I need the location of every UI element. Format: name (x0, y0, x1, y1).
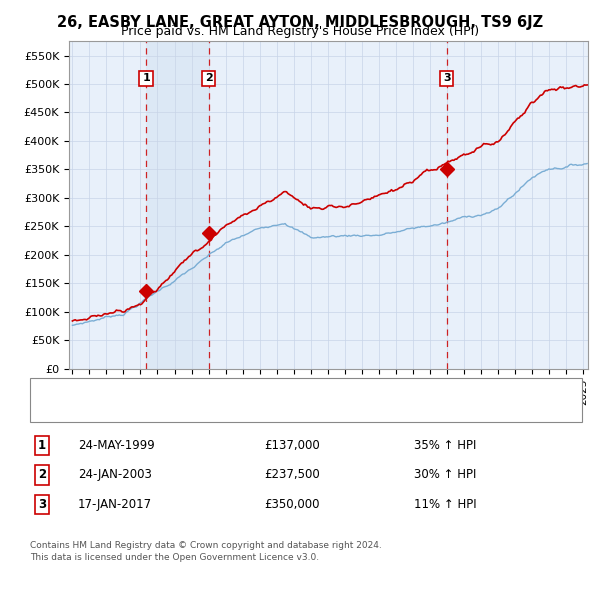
Text: Contains HM Land Registry data © Crown copyright and database right 2024.: Contains HM Land Registry data © Crown c… (30, 541, 382, 550)
Text: This data is licensed under the Open Government Licence v3.0.: This data is licensed under the Open Gov… (30, 553, 319, 562)
Text: 1: 1 (142, 73, 150, 83)
Text: HPI: Average price, detached house, North Yorkshire: HPI: Average price, detached house, Nort… (75, 406, 348, 416)
Text: 17-JAN-2017: 17-JAN-2017 (78, 498, 152, 511)
Text: 2: 2 (38, 468, 46, 481)
Text: £237,500: £237,500 (264, 468, 320, 481)
Text: 26, EASBY LANE, GREAT AYTON, MIDDLESBROUGH, TS9 6JZ (detached house): 26, EASBY LANE, GREAT AYTON, MIDDLESBROU… (75, 385, 478, 395)
Text: ——: —— (45, 404, 70, 417)
Text: 30% ↑ HPI: 30% ↑ HPI (414, 468, 476, 481)
Text: 26, EASBY LANE, GREAT AYTON, MIDDLESBROUGH, TS9 6JZ: 26, EASBY LANE, GREAT AYTON, MIDDLESBROU… (57, 15, 543, 30)
Text: 11% ↑ HPI: 11% ↑ HPI (414, 498, 476, 511)
Text: £350,000: £350,000 (264, 498, 320, 511)
Text: 1: 1 (38, 439, 46, 452)
Text: 2: 2 (205, 73, 212, 83)
Text: 24-JAN-2003: 24-JAN-2003 (78, 468, 152, 481)
Text: ——: —— (45, 384, 70, 396)
Text: £137,000: £137,000 (264, 439, 320, 452)
Text: 35% ↑ HPI: 35% ↑ HPI (414, 439, 476, 452)
Text: Price paid vs. HM Land Registry's House Price Index (HPI): Price paid vs. HM Land Registry's House … (121, 25, 479, 38)
Text: 24-MAY-1999: 24-MAY-1999 (78, 439, 155, 452)
Text: 3: 3 (443, 73, 451, 83)
Text: 3: 3 (38, 498, 46, 511)
Bar (146, 41, 209, 369)
